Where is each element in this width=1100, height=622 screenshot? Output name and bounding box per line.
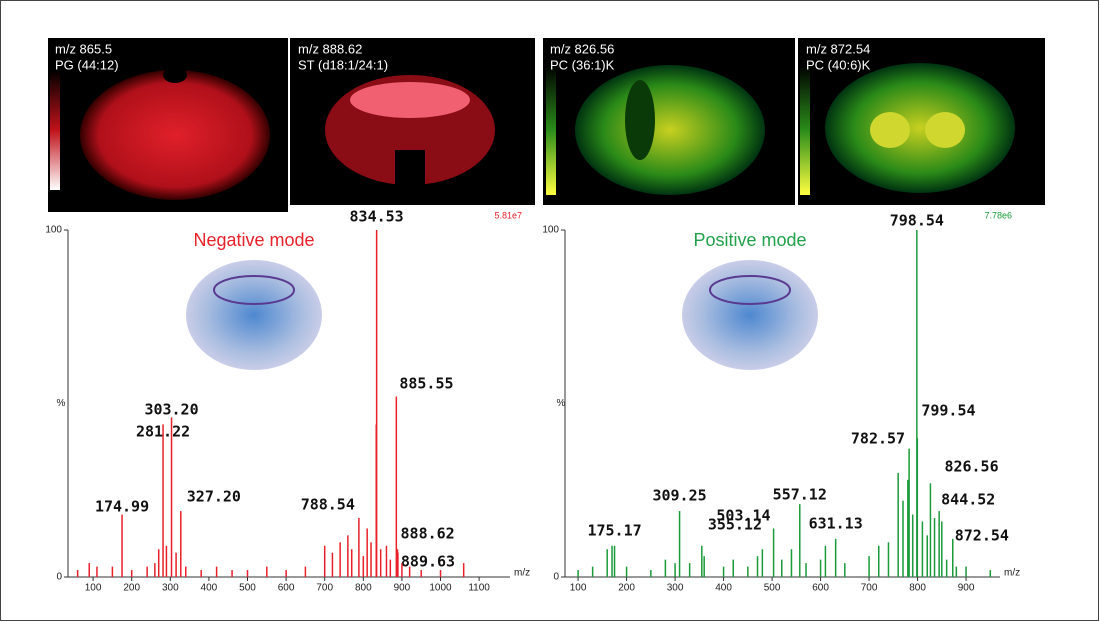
chart-title: Negative mode (193, 230, 314, 250)
peak-label: 174.99 (95, 498, 149, 516)
peak-label: 885.55 (399, 375, 453, 393)
x-axis-label: m/z (514, 568, 530, 579)
peak-label: 303.20 (144, 401, 198, 419)
peak-label: 888.62 (401, 525, 455, 543)
scale-label: 5.81e7 (494, 210, 522, 220)
peak-label: 788.54 (301, 496, 355, 514)
x-tick-label: 100 (85, 583, 102, 594)
x-tick-label: 900 (958, 583, 975, 594)
x-tick-label: 200 (618, 583, 635, 594)
x-tick-label: 600 (278, 583, 295, 594)
peak-label: 557.12 (773, 486, 827, 504)
peak-label: 503.14 (716, 507, 770, 525)
x-tick-label: 800 (909, 583, 926, 594)
y-tick-label: 0 (553, 572, 559, 583)
image-caption: m/z 826.56 (550, 41, 614, 56)
y-tick-label: 100 (542, 225, 559, 236)
y-tick-label: 0 (56, 572, 62, 583)
peak-label: 799.54 (921, 402, 975, 420)
x-tick-label: 1000 (429, 583, 452, 594)
x-tick-label: 600 (812, 583, 829, 594)
x-tick-label: 500 (764, 583, 781, 594)
image-caption: PG (44:12) (55, 57, 119, 72)
image-caption: m/z 872.54 (806, 41, 870, 56)
y-axis-label: % (57, 398, 66, 409)
x-tick-label: 100 (570, 583, 587, 594)
image-caption: m/z 865.5 (55, 41, 112, 56)
figure-canvas: m/z 865.5PG (44:12)m/z 888.62ST (d18:1/2… (0, 0, 1100, 622)
peak-label: 844.52 (941, 491, 995, 509)
x-tick-label: 700 (316, 583, 333, 594)
peak-label: 175.17 (587, 522, 641, 540)
peak-label: 834.53 (350, 208, 404, 226)
x-tick-label: 800 (355, 583, 372, 594)
x-tick-label: 500 (239, 583, 256, 594)
image-caption: PC (40:6)K (806, 57, 871, 72)
x-tick-label: 900 (394, 583, 411, 594)
peak-label: 327.20 (187, 488, 241, 506)
x-tick-label: 400 (201, 583, 218, 594)
x-tick-label: 400 (715, 583, 732, 594)
x-tick-label: 200 (123, 583, 140, 594)
x-axis-label: m/z (1004, 568, 1020, 579)
peak-label: 309.25 (652, 487, 706, 505)
x-tick-label: 300 (162, 583, 179, 594)
figure: m/z 865.5PG (44:12)m/z 888.62ST (d18:1/2… (0, 0, 1100, 622)
x-tick-label: 300 (667, 583, 684, 594)
y-tick-label: 100 (45, 225, 62, 236)
y-axis-label: % (557, 398, 566, 409)
chart-title: Positive mode (693, 230, 806, 250)
image-caption: m/z 888.62 (298, 41, 362, 56)
image-panel (48, 38, 1045, 212)
peak-label: 782.57 (851, 430, 905, 448)
peak-label: 798.54 (890, 212, 944, 230)
x-tick-label: 700 (861, 583, 878, 594)
peak-label: 281.22 (136, 423, 190, 441)
peak-label: 872.54 (955, 527, 1009, 545)
image-caption: PC (36:1)K (550, 57, 615, 72)
x-tick-label: 1100 (468, 583, 490, 594)
image-caption: ST (d18:1/24:1) (298, 57, 388, 72)
peak-label: 631.13 (809, 515, 863, 533)
peak-label: 826.56 (944, 458, 998, 476)
scale-label: 7.78e6 (984, 210, 1012, 220)
stained-section (184, 255, 820, 375)
